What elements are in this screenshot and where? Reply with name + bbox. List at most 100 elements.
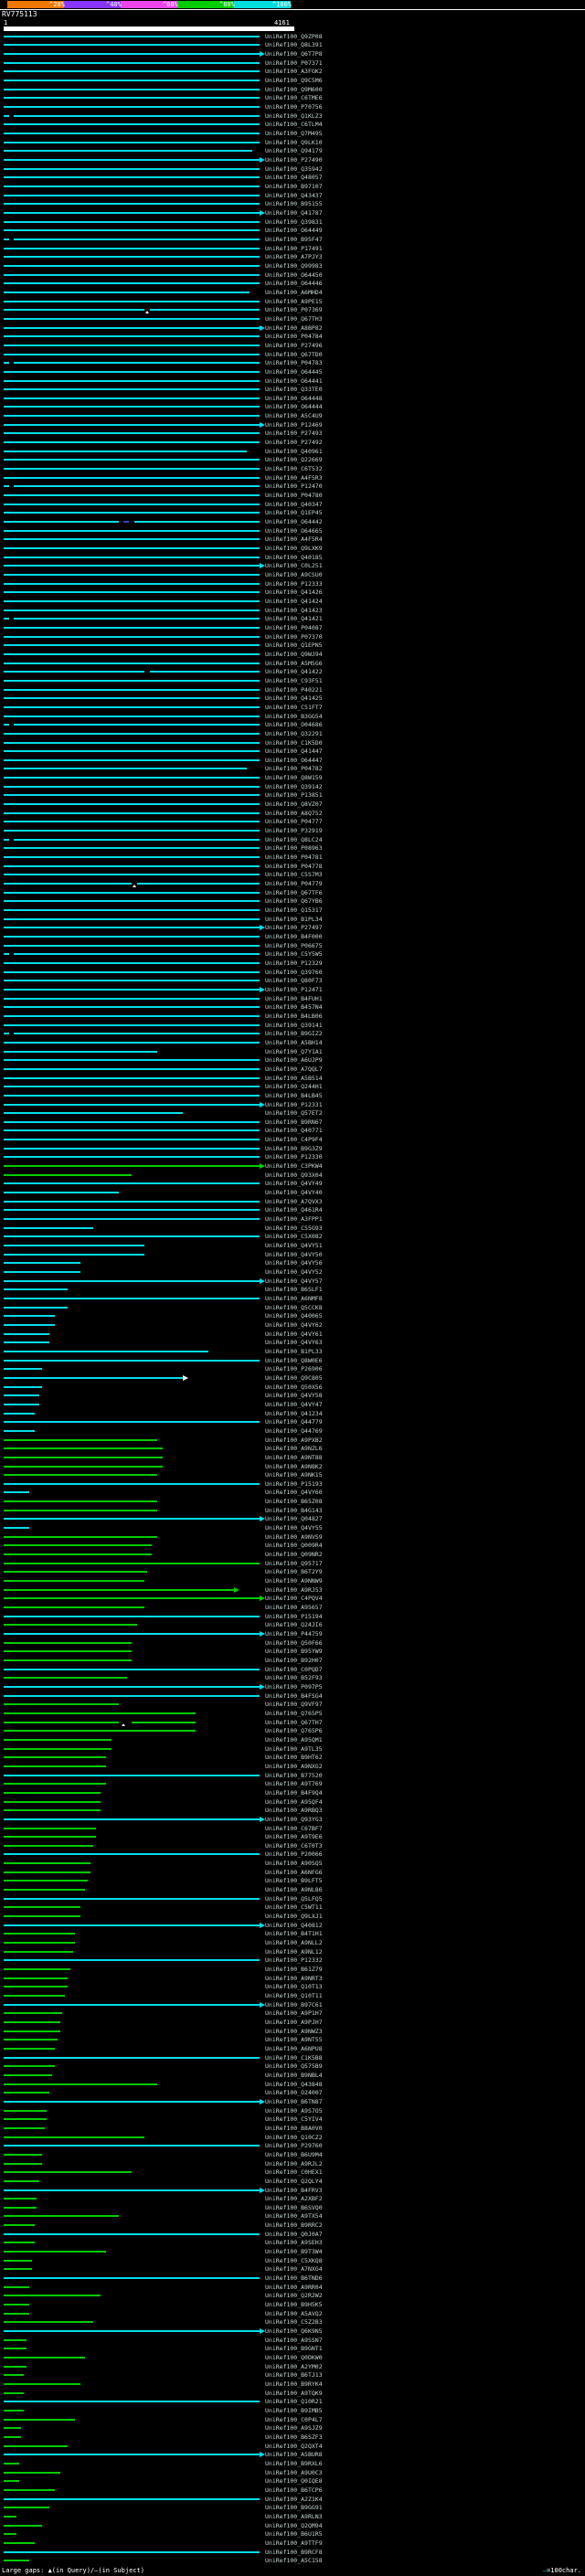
- hit-row[interactable]: UniRef100_B3GG54: [0, 712, 585, 721]
- hit-label[interactable]: UniRef100_B8A0V0: [265, 2124, 323, 2132]
- hit-row[interactable]: UniRef100_A9U0C3: [0, 2468, 585, 2477]
- hit-row[interactable]: UniRef100_B95YW9: [0, 1648, 585, 1657]
- hit-row[interactable]: UniRef100_C5XKQ8: [0, 2256, 585, 2265]
- hit-row[interactable]: UniRef100_C1K5D0: [0, 738, 585, 747]
- hit-label[interactable]: UniRef100_B6TND6: [265, 2274, 323, 2283]
- hit-row[interactable]: UniRef100_Q41423: [0, 606, 585, 615]
- hit-label[interactable]: UniRef100_A5BH14: [265, 1038, 323, 1046]
- hit-label[interactable]: UniRef100_A9NT88: [265, 1453, 323, 1461]
- hit-row[interactable]: UniRef100_P26906: [0, 1364, 585, 1373]
- hit-row[interactable]: UniRef100_A9TX54: [0, 2212, 585, 2221]
- hit-row[interactable]: UniRef100_Q40185: [0, 553, 585, 562]
- hit-row[interactable]: UniRef100_Q9LXK9: [0, 544, 585, 553]
- hit-label[interactable]: UniRef100_Q009R4: [265, 1542, 323, 1550]
- hit-row[interactable]: UniRef100_A9NZL6: [0, 1444, 585, 1453]
- hit-row[interactable]: UniRef100_Q40347: [0, 500, 585, 509]
- hit-label[interactable]: UniRef100_Q4VY55: [265, 1524, 323, 1532]
- hit-label[interactable]: UniRef100_A9NLL2: [265, 1939, 323, 1947]
- hit-label[interactable]: UniRef100_B6TJ13: [265, 2371, 323, 2380]
- hit-row[interactable]: UniRef100_B97C61: [0, 2000, 585, 2009]
- hit-row[interactable]: UniRef100_B4FSG4: [0, 1691, 585, 1701]
- hit-label[interactable]: UniRef100_B9LFT5: [265, 1877, 323, 1885]
- hit-row[interactable]: UniRef100_B9H5K5: [0, 2300, 585, 2309]
- hit-row[interactable]: UniRef100_P27490: [0, 155, 585, 164]
- hit-label[interactable]: UniRef100_Q4VY61: [265, 1330, 323, 1338]
- hit-row[interactable]: UniRef100_A9S7O5: [0, 2106, 585, 2115]
- hit-label[interactable]: UniRef100_A3FPP1: [265, 1215, 323, 1224]
- hit-row[interactable]: UniRef100_Q41787: [0, 208, 585, 217]
- hit-label[interactable]: UniRef100_P06675: [265, 941, 323, 949]
- hit-row[interactable]: UniRef100_P12470: [0, 482, 585, 492]
- hit-label[interactable]: UniRef100_Q765P5: [265, 1709, 323, 1717]
- hit-label[interactable]: UniRef100_P12330: [265, 1153, 323, 1161]
- hit-row[interactable]: UniRef100_Q461R4: [0, 1206, 585, 1215]
- hit-row[interactable]: UniRef100_P27492: [0, 438, 585, 447]
- hit-label[interactable]: UniRef100_P26906: [265, 1365, 323, 1373]
- hit-label[interactable]: UniRef100_Q93YG3: [265, 1815, 323, 1823]
- hit-label[interactable]: UniRef100_A9N8K2: [265, 1462, 323, 1470]
- hit-label[interactable]: UniRef100_Q39141: [265, 1021, 323, 1029]
- hit-row[interactable]: UniRef100_O64444: [0, 403, 585, 412]
- hit-label[interactable]: UniRef100_Q2QM94: [265, 2521, 323, 2529]
- hit-label[interactable]: UniRef100_Q6K9N5: [265, 2327, 323, 2336]
- hit-row[interactable]: UniRef100_A7QVX3: [0, 1197, 585, 1206]
- hit-label[interactable]: UniRef100_A7NXG4: [265, 2265, 323, 2274]
- hit-label[interactable]: UniRef100_P04777: [265, 818, 323, 826]
- hit-label[interactable]: UniRef100_A9PE15: [265, 297, 323, 305]
- hit-label[interactable]: UniRef100_P13851: [265, 791, 323, 800]
- hit-label[interactable]: UniRef100_C6TLM4: [265, 121, 323, 129]
- hit-row[interactable]: UniRef100_A9TQK9: [0, 2389, 585, 2398]
- hit-row[interactable]: UniRef100_Q44769: [0, 1426, 585, 1436]
- hit-row[interactable]: UniRef100_P12331: [0, 1100, 585, 1109]
- hit-label[interactable]: UniRef100_Q40065: [265, 1312, 323, 1320]
- hit-row[interactable]: UniRef100_C5WT11: [0, 1903, 585, 1913]
- hit-label[interactable]: UniRef100_Q4VY56: [265, 1259, 323, 1267]
- hit-label[interactable]: UniRef100_Q43437: [265, 191, 323, 199]
- hit-row[interactable]: UniRef100_C5Z2B3: [0, 2318, 585, 2327]
- hit-row[interactable]: UniRef100_A5BH14: [0, 1038, 585, 1047]
- hit-label[interactable]: UniRef100_B9RCF8: [265, 2548, 323, 2556]
- hit-label[interactable]: UniRef100_P12329: [265, 959, 323, 967]
- hit-row[interactable]: UniRef100_A9NNW9: [0, 1576, 585, 1585]
- hit-label[interactable]: UniRef100_Q57ET2: [265, 1109, 323, 1118]
- hit-row[interactable]: UniRef100_C0HEX1: [0, 2168, 585, 2177]
- hit-row[interactable]: UniRef100_B6SZF3: [0, 2433, 585, 2442]
- hit-label[interactable]: UniRef100_Q4VY57: [265, 1277, 323, 1285]
- hit-row[interactable]: UniRef100_A9SEH3: [0, 2239, 585, 2248]
- hit-label[interactable]: UniRef100_Q50X56: [265, 1383, 323, 1391]
- hit-row[interactable]: UniRef100_Q6K9N5: [0, 2327, 585, 2336]
- hit-label[interactable]: UniRef100_C1K5B8: [265, 2053, 323, 2062]
- hit-row[interactable]: UniRef100_O64441: [0, 376, 585, 386]
- hit-row[interactable]: UniRef100_Q7M495: [0, 129, 585, 138]
- hit-label[interactable]: UniRef100_Q41423: [265, 606, 323, 614]
- hit-label[interactable]: UniRef100_C4P9F4: [265, 1136, 323, 1144]
- hit-row[interactable]: UniRef100_Q15317: [0, 906, 585, 915]
- hit-row[interactable]: UniRef100_Q35942: [0, 164, 585, 174]
- hit-row[interactable]: UniRef100_Q41421: [0, 614, 585, 623]
- hit-row[interactable]: UniRef100_Q43437: [0, 191, 585, 200]
- hit-label[interactable]: UniRef100_Q1KLZ3: [265, 111, 323, 120]
- hit-row[interactable]: UniRef100_B97107: [0, 182, 585, 191]
- hit-label[interactable]: UniRef100_A6UJP9: [265, 1056, 323, 1065]
- hit-label[interactable]: UniRef100_P27497: [265, 924, 323, 932]
- hit-label[interactable]: UniRef100_Q04827: [265, 1515, 323, 1523]
- hit-row[interactable]: UniRef100_Q41447: [0, 747, 585, 756]
- hit-row[interactable]: UniRef100_A3FPP1: [0, 1214, 585, 1224]
- hit-label[interactable]: UniRef100_O64447: [265, 756, 323, 764]
- hit-row[interactable]: UniRef100_B6TN87: [0, 2097, 585, 2106]
- hit-label[interactable]: UniRef100_B6U9M4: [265, 2150, 323, 2158]
- hit-row[interactable]: UniRef100_Q9ZP08: [0, 32, 585, 41]
- hit-label[interactable]: UniRef100_B4FSG4: [265, 1691, 323, 1700]
- hit-label[interactable]: UniRef100_Q39142: [265, 782, 323, 790]
- hit-label[interactable]: UniRef100_Q5LFQ5: [265, 1894, 323, 1903]
- hit-label[interactable]: UniRef100_Q35942: [265, 164, 323, 173]
- hit-label[interactable]: UniRef100_B9GG91: [265, 2504, 323, 2512]
- hit-row[interactable]: UniRef100_B6TCP6: [0, 2486, 585, 2495]
- hit-label[interactable]: UniRef100_Q67TH3: [265, 314, 323, 323]
- hit-label[interactable]: UniRef100_B9G3Z9: [265, 1144, 323, 1152]
- hit-label[interactable]: UniRef100_P07370: [265, 632, 323, 641]
- hit-label[interactable]: UniRef100_Q10T13: [265, 1983, 323, 1991]
- hit-row[interactable]: UniRef100_P12333: [0, 579, 585, 588]
- hit-row[interactable]: UniRef100_B9T3W4: [0, 2247, 585, 2256]
- hit-label[interactable]: UniRef100_Q5CCK8: [265, 1303, 323, 1311]
